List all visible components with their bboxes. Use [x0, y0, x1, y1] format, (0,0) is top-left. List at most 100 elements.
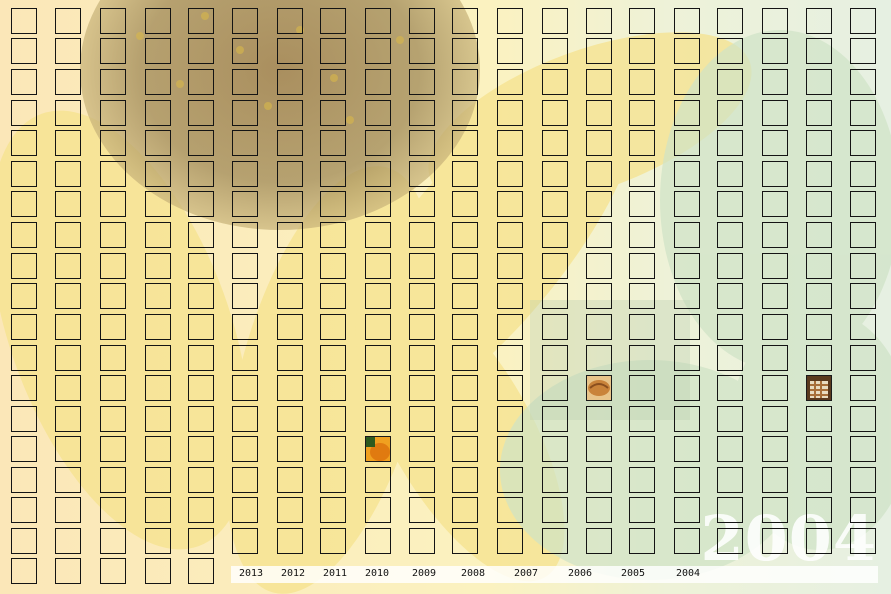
photo-grid-cell[interactable] [365, 345, 391, 371]
photo-grid-cell[interactable] [452, 497, 478, 523]
photo-grid-cell[interactable] [55, 467, 81, 493]
photo-grid-cell[interactable] [674, 130, 700, 156]
photo-grid-cell[interactable] [365, 375, 391, 401]
photo-grid-cell[interactable] [365, 253, 391, 279]
photo-grid-cell[interactable] [850, 8, 876, 34]
photo-grid-cell[interactable] [409, 100, 435, 126]
photo-grid-cell[interactable] [188, 528, 214, 554]
photo-grid-cell[interactable] [452, 69, 478, 95]
photo-grid-cell[interactable] [717, 406, 743, 432]
photo-grid-cell[interactable] [717, 375, 743, 401]
photo-grid-cell[interactable] [365, 69, 391, 95]
photo-grid-cell[interactable] [717, 38, 743, 64]
photo-grid-cell[interactable] [55, 8, 81, 34]
photo-grid-cell[interactable] [717, 436, 743, 462]
photo-grid-cell[interactable] [762, 406, 788, 432]
photo-grid-cell[interactable] [542, 345, 568, 371]
photo-grid-cell[interactable] [806, 497, 832, 523]
photo-grid-cell[interactable] [806, 467, 832, 493]
photo-grid-cell[interactable] [497, 38, 523, 64]
photo-grid-cell[interactable] [277, 222, 303, 248]
photo-grid-cell[interactable] [409, 436, 435, 462]
photo-grid-cell[interactable] [100, 497, 126, 523]
photo-grid-cell[interactable] [806, 161, 832, 187]
photo-grid-cell[interactable] [629, 130, 655, 156]
year-link-2004[interactable]: 2004 [676, 568, 701, 579]
photo-grid-cell[interactable] [717, 314, 743, 340]
photo-grid-cell[interactable] [320, 191, 346, 217]
photo-grid-cell[interactable] [452, 253, 478, 279]
photo-grid-cell[interactable] [497, 467, 523, 493]
photo-grid-cell[interactable] [850, 130, 876, 156]
photo-grid-cell[interactable] [320, 406, 346, 432]
photo-grid-cell[interactable] [409, 161, 435, 187]
photo-grid-cell[interactable] [717, 497, 743, 523]
photo-grid-cell[interactable] [629, 528, 655, 554]
photo-grid-cell[interactable] [100, 222, 126, 248]
photo-grid-cell[interactable] [542, 375, 568, 401]
photo-grid-cell[interactable] [497, 283, 523, 309]
photo-grid-cell[interactable] [762, 528, 788, 554]
photo-grid-cell[interactable] [320, 497, 346, 523]
photo-grid-cell[interactable] [145, 222, 171, 248]
photo-grid-cell[interactable] [409, 314, 435, 340]
photo-grid-cell[interactable] [188, 161, 214, 187]
photo-grid-cell[interactable] [497, 436, 523, 462]
photo-grid-cell[interactable] [497, 8, 523, 34]
photo-grid-cell[interactable] [365, 38, 391, 64]
photo-grid-cell[interactable] [365, 528, 391, 554]
photo-grid-cell[interactable] [629, 100, 655, 126]
photo-grid-cell[interactable] [717, 130, 743, 156]
photo-grid-cell[interactable] [497, 69, 523, 95]
photo-grid-cell[interactable] [629, 8, 655, 34]
photo-grid-cell[interactable] [11, 161, 37, 187]
photo-grid-cell[interactable] [188, 253, 214, 279]
photo-grid-cell[interactable] [497, 375, 523, 401]
photo-grid-cell[interactable] [629, 69, 655, 95]
photo-grid-cell[interactable] [674, 314, 700, 340]
photo-grid-cell[interactable] [188, 467, 214, 493]
photo-grid-cell[interactable] [806, 436, 832, 462]
photo-grid-cell[interactable] [674, 161, 700, 187]
photo-grid-cell[interactable] [11, 406, 37, 432]
photo-grid-cell[interactable] [188, 38, 214, 64]
photo-grid-cell[interactable] [762, 375, 788, 401]
photo-grid-cell[interactable] [629, 38, 655, 64]
photo-grid-cell[interactable] [409, 406, 435, 432]
photo-grid-cell[interactable] [365, 283, 391, 309]
photo-grid-cell[interactable] [365, 100, 391, 126]
photo-grid-cell[interactable] [365, 130, 391, 156]
photo-grid-cell[interactable] [629, 253, 655, 279]
photo-grid-cell[interactable] [674, 345, 700, 371]
photo-grid-cell[interactable] [145, 467, 171, 493]
photo-grid-cell[interactable] [762, 436, 788, 462]
photo-grid-cell[interactable] [232, 528, 258, 554]
photo-grid-cell[interactable] [232, 69, 258, 95]
photo-grid-cell[interactable] [497, 191, 523, 217]
photo-grid-cell[interactable] [850, 314, 876, 340]
photo-grid-cell[interactable] [717, 467, 743, 493]
year-link-2011[interactable]: 2011 [323, 568, 348, 579]
photo-grid-cell[interactable] [850, 283, 876, 309]
photo-grid-cell[interactable] [365, 161, 391, 187]
photo-grid-cell[interactable] [100, 314, 126, 340]
photo-grid-cell[interactable] [232, 100, 258, 126]
photo-grid-cell[interactable] [277, 345, 303, 371]
photo-grid-cell[interactable] [277, 436, 303, 462]
photo-grid-cell[interactable] [542, 314, 568, 340]
photo-grid-cell[interactable] [629, 467, 655, 493]
photo-grid-cell[interactable] [11, 222, 37, 248]
photo-grid-cell[interactable] [542, 406, 568, 432]
year-link-2006[interactable]: 2006 [568, 568, 593, 579]
photo-grid-cell[interactable] [452, 191, 478, 217]
photo-grid-cell[interactable] [717, 222, 743, 248]
photo-grid-cell[interactable] [277, 253, 303, 279]
year-link-2010[interactable]: 2010 [365, 568, 390, 579]
photo-grid-cell[interactable] [542, 38, 568, 64]
photo-grid-cell[interactable] [850, 497, 876, 523]
photo-grid-cell[interactable] [452, 528, 478, 554]
photo-grid-cell[interactable] [11, 253, 37, 279]
photo-grid-cell[interactable] [188, 345, 214, 371]
photo-grid-cell[interactable] [674, 497, 700, 523]
photo-grid-cell[interactable] [188, 130, 214, 156]
